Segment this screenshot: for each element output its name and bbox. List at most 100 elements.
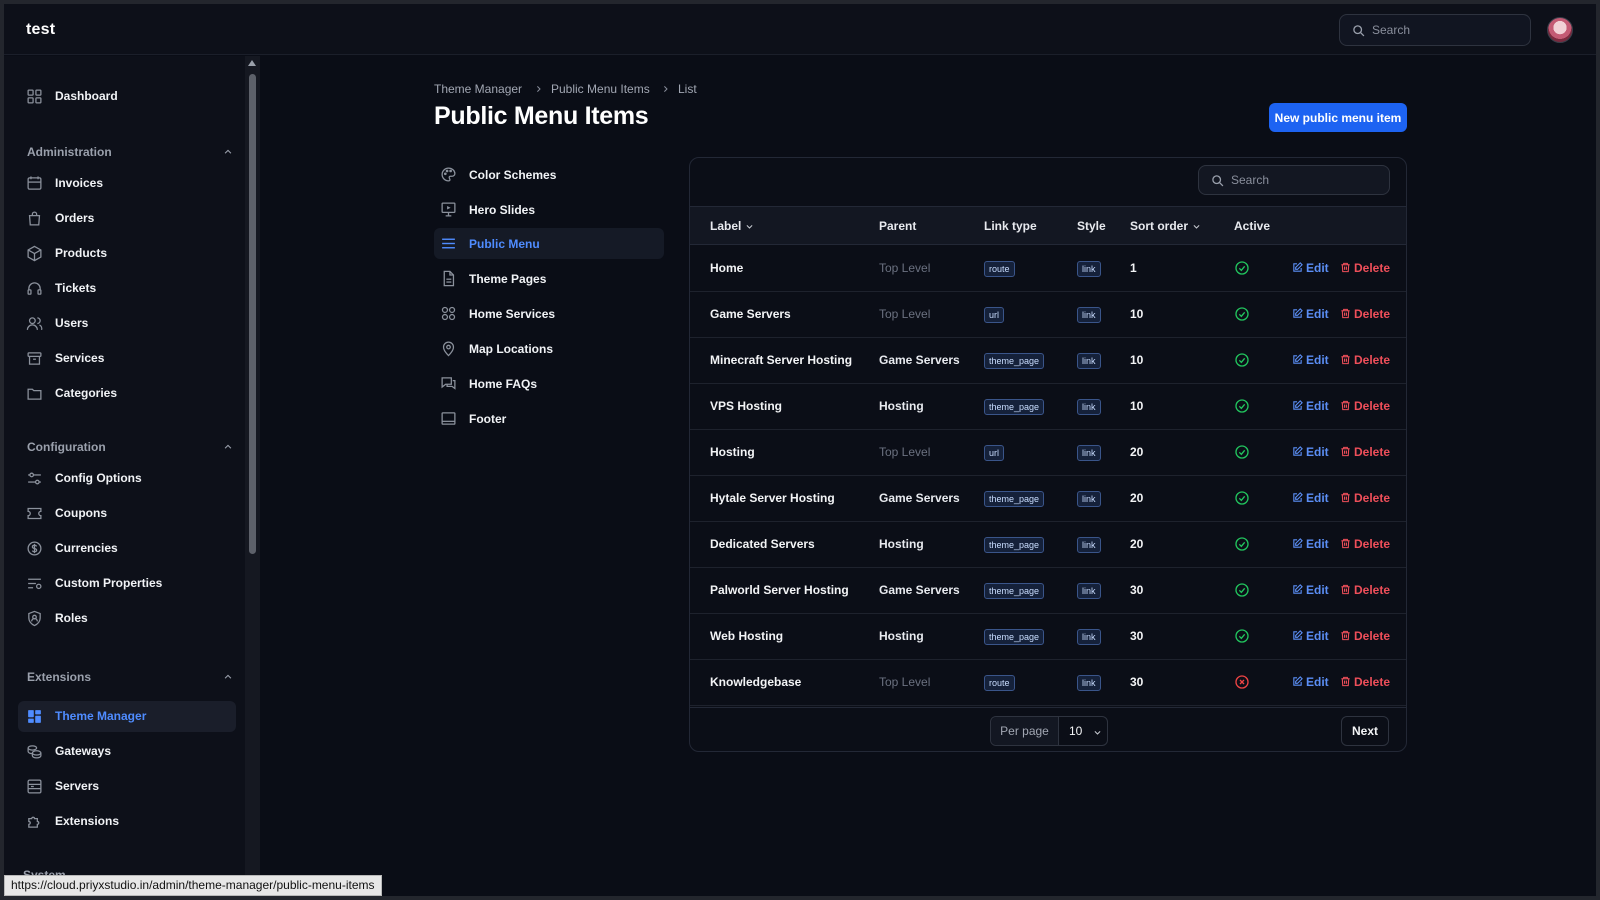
subnav-item-home-faqs[interactable]: Home FAQs	[434, 368, 664, 399]
filter-sliders-icon	[28, 578, 42, 590]
sidebar-scrollbar[interactable]	[245, 56, 260, 876]
style-badge: link	[1077, 445, 1101, 461]
shield-user-icon	[28, 610, 41, 627]
next-page-button[interactable]: Next	[1341, 716, 1389, 746]
row-parent: Game Servers	[879, 491, 960, 505]
sidebar-item-theme-manager[interactable]: Theme Manager	[18, 701, 236, 732]
table-row[interactable]: Palworld Server Hosting Game Servers theme…	[690, 568, 1406, 614]
subnav-item-footer[interactable]: Footer	[434, 403, 664, 434]
chevron-up-icon	[224, 674, 232, 679]
group-title: Extensions	[27, 670, 92, 684]
breadcrumb-item-public-menu-items[interactable]: Public Menu Items	[551, 82, 650, 96]
row-label: Home	[710, 261, 744, 275]
table-row[interactable]: Knowledgebase Top Level route link 30 Edit Del…	[690, 660, 1406, 706]
sidebar-item-services[interactable]: Services	[18, 343, 236, 374]
edit-button[interactable]: Edit	[1292, 353, 1329, 367]
edit-button[interactable]: Edit	[1292, 537, 1329, 551]
delete-button[interactable]: Delete	[1340, 629, 1390, 643]
style-badge: link	[1077, 675, 1101, 691]
subnav-item-label: Public Menu	[469, 237, 540, 251]
sidebar-item-products[interactable]: Products	[18, 238, 236, 269]
sidebar-item-invoices[interactable]: Invoices	[18, 168, 236, 199]
delete-button[interactable]: Delete	[1340, 537, 1390, 551]
sidebar-item-config-options[interactable]: Config Options	[18, 463, 236, 494]
group-administration[interactable]: Administration	[23, 142, 233, 162]
delete-button[interactable]: Delete	[1340, 307, 1390, 321]
sidebar-item-users[interactable]: Users	[18, 308, 236, 339]
column-header-label[interactable]: Label	[710, 219, 754, 233]
row-sort-order: 20	[1130, 537, 1144, 551]
table-row[interactable]: VPS Hosting Hosting theme_page link 10 Edit De…	[690, 384, 1406, 430]
breadcrumb-item-theme-manager[interactable]: Theme Manager	[434, 82, 523, 96]
sidebar-item-label: Dashboard	[55, 89, 118, 103]
edit-button[interactable]: Edit	[1292, 491, 1329, 505]
per-page-select[interactable]: Per page 10	[990, 716, 1108, 746]
scroll-up-arrow-icon[interactable]	[248, 60, 256, 66]
delete-button[interactable]: Delete	[1340, 491, 1390, 505]
avatar[interactable]	[1547, 17, 1573, 43]
sidebar-item-label: Users	[55, 316, 89, 330]
sliders-icon	[28, 472, 41, 485]
topbar: test	[4, 4, 1596, 55]
edit-button[interactable]: Edit	[1292, 629, 1329, 643]
subnav-item-map-locations[interactable]: Map Locations	[434, 333, 664, 364]
chevron-right-icon	[534, 83, 543, 97]
link-type-badge: url	[984, 307, 1005, 323]
delete-button[interactable]: Delete	[1340, 583, 1390, 597]
delete-button[interactable]: Delete	[1340, 399, 1390, 413]
scroll-thumb[interactable]	[249, 74, 256, 554]
subnav-item-hero-slides[interactable]: Hero Slides	[434, 194, 664, 225]
table-row[interactable]: Dedicated Servers Hosting theme_page link 20…	[690, 522, 1406, 568]
edit-button[interactable]: Edit	[1292, 261, 1329, 275]
table-row[interactable]: Hytale Server Hosting Game Servers theme_p…	[690, 476, 1406, 522]
sidebar-item-label: Services	[55, 351, 105, 365]
server-icon	[27, 779, 42, 794]
edit-button[interactable]: Edit	[1292, 399, 1329, 413]
subnav-item-theme-pages[interactable]: Theme Pages	[434, 263, 664, 294]
column-header-style: Style	[1077, 219, 1106, 233]
style-badge: link	[1077, 353, 1101, 369]
row-parent: Top Level	[879, 307, 931, 321]
sidebar-item-orders[interactable]: Orders	[18, 203, 236, 234]
trash-icon	[1341, 354, 1350, 365]
row-label: Web Hosting	[710, 629, 784, 643]
column-header-sort-order[interactable]: Sort order	[1130, 219, 1201, 233]
sidebar-item-gateways[interactable]: Gateways	[18, 736, 236, 767]
delete-button[interactable]: Delete	[1340, 445, 1390, 459]
sidebar-item-servers[interactable]: Servers	[18, 771, 236, 802]
table-row[interactable]: Web Hosting Hosting theme_page link 30 Edit De…	[690, 614, 1406, 660]
edit-button[interactable]: Edit	[1292, 675, 1329, 689]
subnav-item-public-menu[interactable]: Public Menu	[434, 228, 664, 259]
group-extensions[interactable]: Extensions	[23, 667, 233, 687]
global-search-input[interactable]	[1372, 15, 1522, 45]
sidebar-item-extensions[interactable]: Extensions	[18, 806, 236, 837]
sidebar-item-dashboard[interactable]: Dashboard	[18, 81, 236, 112]
table-row[interactable]: Minecraft Server Hosting Game Servers them…	[690, 338, 1406, 384]
table-search[interactable]	[1198, 165, 1390, 195]
sidebar-item-roles[interactable]: Roles	[18, 603, 236, 634]
sidebar-item-categories[interactable]: Categories	[18, 378, 236, 409]
edit-button[interactable]: Edit	[1292, 583, 1329, 597]
global-search[interactable]	[1339, 14, 1531, 46]
table-row[interactable]: Hosting Top Level url link 20 Edit Delete	[690, 430, 1406, 476]
brand-logo[interactable]: test	[26, 21, 56, 38]
table-row[interactable]: Game Servers Top Level url link 10 Edit Delete	[690, 292, 1406, 338]
sidebar-item-currencies[interactable]: Currencies	[18, 533, 236, 564]
sidebar-item-label: Gateways	[55, 744, 112, 758]
edit-button[interactable]: Edit	[1292, 445, 1329, 459]
delete-button[interactable]: Delete	[1340, 353, 1390, 367]
delete-button[interactable]: Delete	[1340, 261, 1390, 275]
edit-button[interactable]: Edit	[1292, 307, 1329, 321]
trash-icon	[1341, 584, 1350, 595]
sidebar-item-custom-properties[interactable]: Custom Properties	[18, 568, 236, 599]
new-public-menu-item-button[interactable]: New public menu item	[1269, 103, 1407, 132]
subnav-item-home-services[interactable]: Home Services	[434, 298, 664, 329]
sidebar-item-tickets[interactable]: Tickets	[18, 273, 236, 304]
table-search-input[interactable]	[1231, 166, 1381, 194]
check-circle-icon	[1234, 260, 1250, 281]
table-row[interactable]: Home Top Level route link 1 Edit Delete	[690, 246, 1406, 292]
sidebar-item-coupons[interactable]: Coupons	[18, 498, 236, 529]
delete-button[interactable]: Delete	[1340, 675, 1390, 689]
group-configuration[interactable]: Configuration	[23, 437, 233, 457]
subnav-item-color-schemes[interactable]: Color Schemes	[434, 159, 664, 190]
